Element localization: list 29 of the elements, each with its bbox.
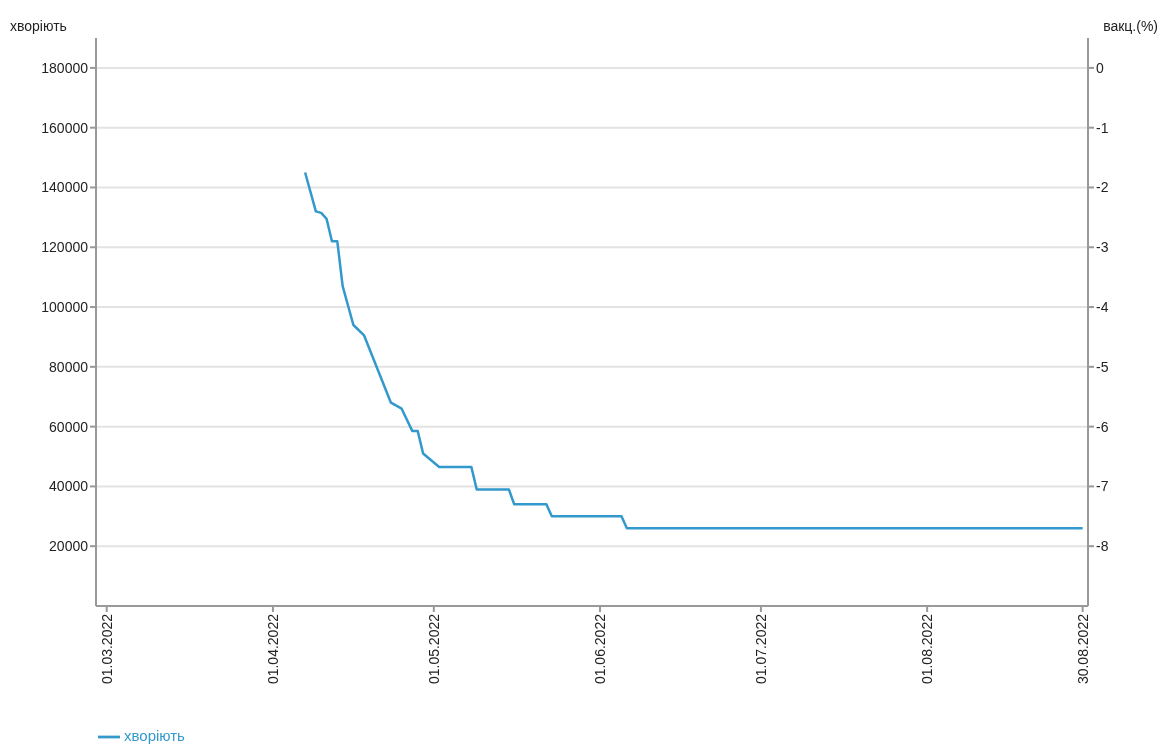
- x-tick-label: 01.07.2022: [752, 613, 769, 685]
- y-tick-label: 60000: [49, 418, 89, 435]
- x-tick-label: 01.06.2022: [591, 613, 608, 685]
- x-tick-label: 01.04.2022: [264, 613, 281, 685]
- y-tick-label: 160000: [41, 119, 89, 136]
- y2-tick-label: -2: [1096, 179, 1109, 196]
- x-tick-label: 01.05.2022: [425, 613, 442, 685]
- y2-tick-label: -3: [1096, 239, 1109, 256]
- y-axis-title: хворіють: [10, 18, 67, 34]
- y-tick-label: 180000: [41, 59, 89, 76]
- y-tick-label: 40000: [49, 478, 89, 495]
- y2-tick-label: -8: [1096, 538, 1109, 555]
- y-tick-label: 100000: [41, 299, 89, 316]
- y2-tick-label: -5: [1096, 358, 1109, 375]
- y2-tick-label: -1: [1096, 119, 1109, 136]
- y-tick-label: 120000: [41, 239, 89, 256]
- line-series: [303, 171, 1084, 530]
- y-tick-label: 80000: [49, 358, 89, 375]
- y2-tick-label: -4: [1096, 299, 1109, 316]
- y-tick-label: 20000: [49, 538, 89, 555]
- x-tick-label: 01.03.2022: [98, 613, 115, 685]
- y-tick-label: 140000: [41, 179, 89, 196]
- y2-tick-label: 0: [1096, 59, 1104, 76]
- legend-label: хворіють: [124, 726, 185, 744]
- y2-tick-label: -7: [1096, 478, 1109, 495]
- y2-axis-title: вакц.(%): [1103, 18, 1158, 34]
- x-tick-label: 30.08.2022: [1074, 613, 1091, 685]
- x-tick-label: 01.08.2022: [919, 613, 936, 685]
- y2-tick-label: -6: [1096, 418, 1109, 435]
